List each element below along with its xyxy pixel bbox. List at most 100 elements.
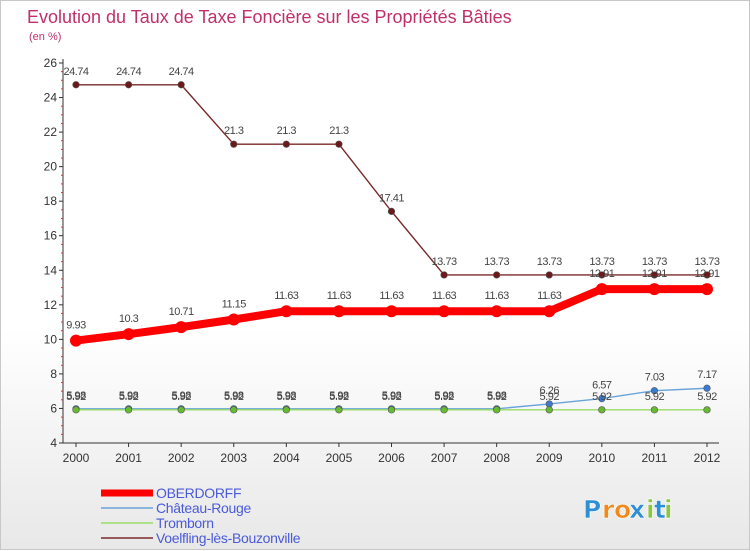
data-point [230,406,238,414]
x-tick-label: 2010 [588,451,615,465]
data-label: 13.73 [589,256,614,268]
x-tick-label: 2004 [273,451,300,465]
data-point [385,305,398,318]
data-point [72,81,80,89]
data-label: 9.93 [66,320,86,332]
data-label: 11.63 [485,290,510,302]
data-point [598,395,606,403]
data-label: 7.17 [697,369,717,381]
data-label: 5.92 [645,391,665,403]
y-tick-label: 12 [44,298,58,312]
data-label: 5.92 [382,391,402,403]
data-point [440,271,448,279]
data-label: 5.98 [382,390,402,402]
series-voelfling-l-s-bouzonville [72,81,711,279]
series-layer [70,81,713,414]
data-point [335,140,343,148]
data-point [124,406,133,414]
data-label: 11.63 [327,290,352,302]
data-label: 5.92 [697,391,717,403]
data-label: 5.98 [66,390,86,402]
y-tick-label: 24 [44,91,58,105]
legend-label: OBERDORFF [156,485,241,501]
data-point [490,305,503,318]
data-label: 24.74 [63,66,88,78]
data-point [387,207,396,215]
data-point [177,406,185,414]
data-point [493,406,501,414]
x-tick-label: 2005 [326,451,353,465]
legend-label: Tromborn [156,515,214,531]
data-label: 5.98 [224,390,244,402]
legend-item: OBERDORFF [101,485,242,501]
data-label: 13.73 [484,256,509,268]
data-label: 21.3 [329,125,349,137]
chart-subtitle: (en %) [29,31,61,43]
data-point [598,406,606,414]
data-label: 5.98 [119,390,139,402]
data-label: 5.92 [171,391,191,403]
legend-label: Château-Rouge [156,500,251,516]
y-tick-label: 18 [44,194,58,208]
data-label: 13.73 [694,256,719,268]
data-point [650,387,659,395]
legend-item: Voelfling-lès-Bouzonville [101,530,301,546]
logo-letter: r [602,495,615,524]
y-tick-label: 14 [44,263,58,277]
data-label: 13.73 [642,256,667,268]
x-tick-label: 2003 [220,451,247,465]
data-point [124,81,133,89]
y-tick-label: 22 [44,125,58,139]
data-label: 17.41 [379,192,404,204]
data-label: 6.26 [540,385,560,397]
x-tick-label: 2012 [694,451,721,465]
y-tick-label: 16 [44,229,58,243]
x-tick-label: 2001 [115,451,142,465]
data-label: 5.98 [487,390,507,402]
series-line [75,84,708,276]
data-point [701,283,713,296]
data-label: 24.74 [116,66,141,78]
data-label: 5.98 [277,390,297,402]
y-tick-label: 26 [44,56,58,70]
x-tick-label: 2011 [642,451,668,465]
x-tick-label: 2006 [378,451,405,465]
data-point [177,81,185,89]
logo-letter: P [583,495,601,524]
series-oberdorff [70,283,713,347]
data-label: 5.92 [329,391,349,403]
logo-letter: i [664,495,673,524]
data-label: 5.98 [171,390,191,402]
x-tick-label: 2002 [168,451,195,465]
data-label: 10.3 [119,313,139,325]
y-tick-label: 10 [44,332,58,346]
data-label: 11.63 [379,290,404,302]
data-label: 11.15 [222,299,247,311]
legend-item: Tromborn [101,515,214,531]
y-tick-label: 8 [50,367,57,381]
data-point [493,271,501,279]
data-label: 6.57 [592,380,612,392]
data-label: 12.91 [694,268,719,280]
data-point [648,283,661,296]
data-point [230,140,238,148]
data-label: 13.73 [432,256,457,268]
data-point [703,271,711,279]
data-label: 11.63 [274,290,299,302]
legend: OBERDORFFChâteau-RougeTrombornVoelfling-… [101,485,301,546]
data-labels: 9.93 10.3 10.71 11.15 11.63 11.63 11.63 11.63 11… [63,66,720,403]
legend-item: Château-Rouge [101,500,252,516]
data-point [280,305,293,318]
x-tick-label: 2007 [431,451,458,465]
data-point [440,406,448,414]
data-point [335,406,343,414]
data-label: 7.03 [645,372,665,384]
data-label: 5.98 [434,390,454,402]
data-point [332,305,345,318]
data-point [282,140,290,148]
data-label: 11.63 [432,290,457,302]
x-tick-label: 2009 [536,451,563,465]
data-point [70,334,82,347]
data-label: 5.92 [487,391,507,403]
